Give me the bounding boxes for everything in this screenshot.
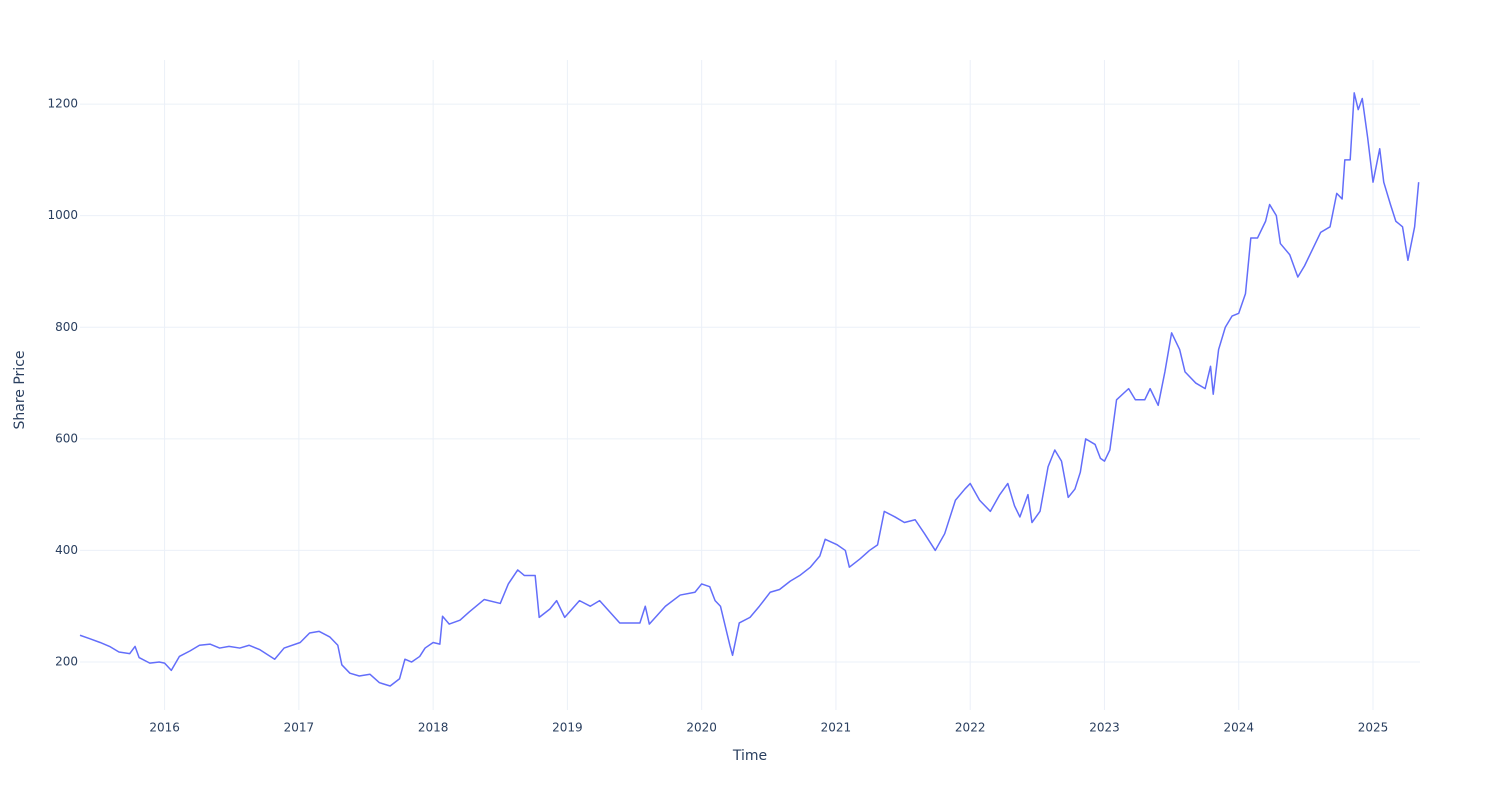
x-tick-label: 2021 xyxy=(821,721,852,735)
y-tick-label: 200 xyxy=(55,655,78,669)
y-tick-label: 1200 xyxy=(47,97,78,111)
y-tick-label: 1000 xyxy=(47,208,78,222)
y-tick-label: 800 xyxy=(55,320,78,334)
line-series xyxy=(79,92,1420,687)
x-tick-label: 2018 xyxy=(418,721,449,735)
x-tick-label: 2024 xyxy=(1223,721,1254,735)
y-tick-label: 400 xyxy=(55,543,78,557)
x-tick-label: 2019 xyxy=(552,721,583,735)
x-tick-label: 2023 xyxy=(1089,721,1120,735)
x-tick-label: 2016 xyxy=(149,721,180,735)
x-tick-label: 2025 xyxy=(1358,721,1389,735)
x-tick-label: 2022 xyxy=(955,721,986,735)
y-axis-title: Share Price xyxy=(12,350,28,429)
x-axis-title: Time xyxy=(732,748,767,764)
x-tick-label: 2020 xyxy=(686,721,717,735)
y-tick-label: 600 xyxy=(55,431,78,445)
x-tick-label: 2017 xyxy=(284,721,315,735)
